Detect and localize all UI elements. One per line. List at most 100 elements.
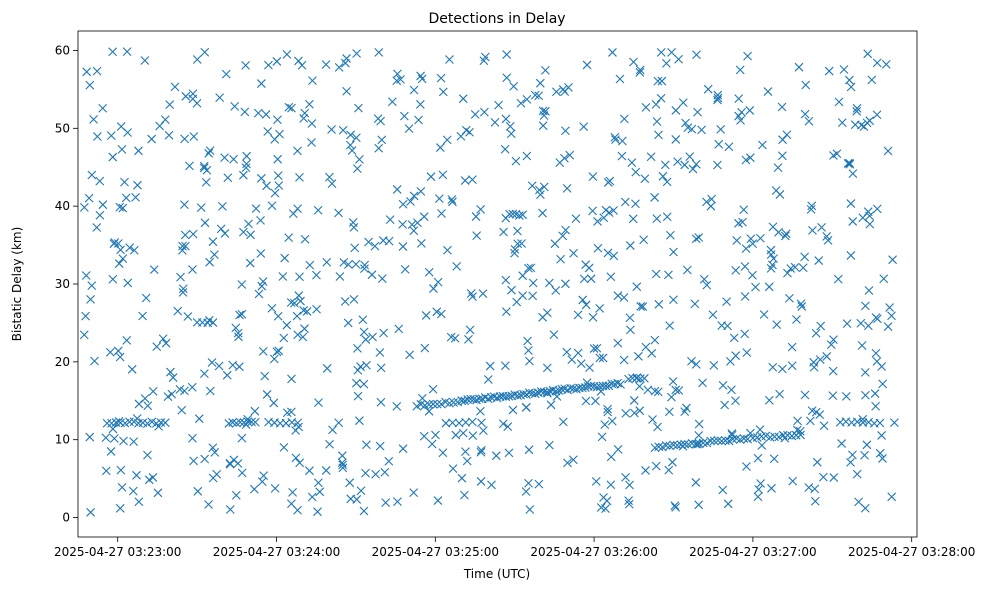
data-point [815, 355, 825, 364]
data-point [409, 191, 419, 201]
data-point [352, 378, 361, 388]
data-point [115, 503, 125, 513]
data-point [796, 430, 805, 440]
data-point [691, 159, 701, 169]
data-point [796, 299, 806, 309]
data-point [121, 193, 131, 203]
data-point [479, 56, 489, 66]
data-point [635, 67, 645, 77]
data-point [560, 87, 570, 97]
data-point [769, 454, 779, 464]
data-point [131, 192, 140, 202]
data-point [877, 431, 886, 440]
data-point [234, 332, 243, 342]
data-point [810, 484, 820, 494]
data-point [538, 106, 548, 116]
data-point [222, 370, 232, 380]
data-point [698, 378, 707, 388]
data-point [870, 389, 880, 398]
data-point [822, 231, 832, 241]
data-point [216, 224, 226, 234]
data-point [476, 447, 486, 457]
data-point [464, 335, 473, 344]
data-point [387, 97, 397, 107]
data-point [714, 139, 724, 149]
data-point [843, 159, 853, 168]
data-point [511, 156, 521, 166]
data-point [188, 265, 197, 274]
data-point [475, 406, 485, 416]
data-point [741, 155, 751, 165]
data-point [562, 183, 572, 193]
data-point [168, 373, 178, 382]
data-point [743, 434, 753, 444]
data-point [552, 392, 562, 401]
data-point [772, 320, 782, 330]
data-point [215, 93, 225, 102]
data-point [241, 163, 251, 173]
data-point [561, 279, 570, 289]
data-point [261, 110, 271, 119]
data-point [603, 178, 613, 187]
data-point [458, 428, 468, 438]
data-point [804, 116, 814, 126]
data-point [695, 439, 704, 449]
data-point [441, 418, 451, 428]
data-point [785, 293, 794, 303]
data-point [687, 438, 697, 448]
data-point [775, 389, 784, 399]
y-tick-label: 0 [62, 511, 70, 525]
data-point [539, 182, 549, 192]
data-point [460, 176, 470, 185]
data-point [153, 488, 163, 498]
data-point [805, 416, 815, 426]
data-point [294, 56, 303, 66]
data-point [273, 311, 283, 321]
data-point [300, 234, 310, 244]
data-point [863, 207, 873, 217]
data-point [662, 212, 672, 222]
data-point [361, 468, 370, 478]
data-point [525, 356, 534, 366]
data-point [580, 383, 590, 392]
data-point [79, 330, 89, 340]
data-point [246, 230, 255, 240]
data-point [856, 318, 866, 328]
data-point [241, 61, 251, 70]
data-point [470, 110, 480, 119]
data-point [247, 417, 256, 427]
data-point [633, 351, 643, 361]
data-point [394, 324, 404, 334]
data-point [177, 245, 187, 255]
data-point [807, 406, 817, 416]
data-point [673, 157, 682, 166]
data-point [660, 160, 670, 170]
data-point [116, 122, 126, 131]
data-point [737, 107, 746, 117]
data-point [875, 448, 885, 458]
data-point [650, 386, 660, 396]
data-point [764, 282, 774, 292]
data-point [337, 458, 347, 468]
data-point [731, 266, 741, 275]
data-point [300, 108, 310, 118]
data-point [542, 387, 552, 397]
data-point [118, 203, 128, 213]
data-point [504, 448, 514, 458]
data-point [694, 419, 704, 429]
y-axis-label: Bistatic Delay (km) [10, 227, 24, 342]
data-point [654, 299, 664, 309]
data-point [706, 201, 716, 211]
data-point [591, 396, 600, 406]
data-point [462, 456, 472, 466]
data-point [734, 94, 744, 103]
data-point [293, 146, 302, 156]
data-point [108, 47, 118, 57]
data-point [555, 158, 565, 168]
data-point [610, 132, 620, 142]
data-point [322, 364, 332, 373]
data-point [325, 172, 334, 182]
data-point [638, 302, 648, 311]
data-point [826, 340, 836, 350]
data-point [396, 74, 405, 84]
